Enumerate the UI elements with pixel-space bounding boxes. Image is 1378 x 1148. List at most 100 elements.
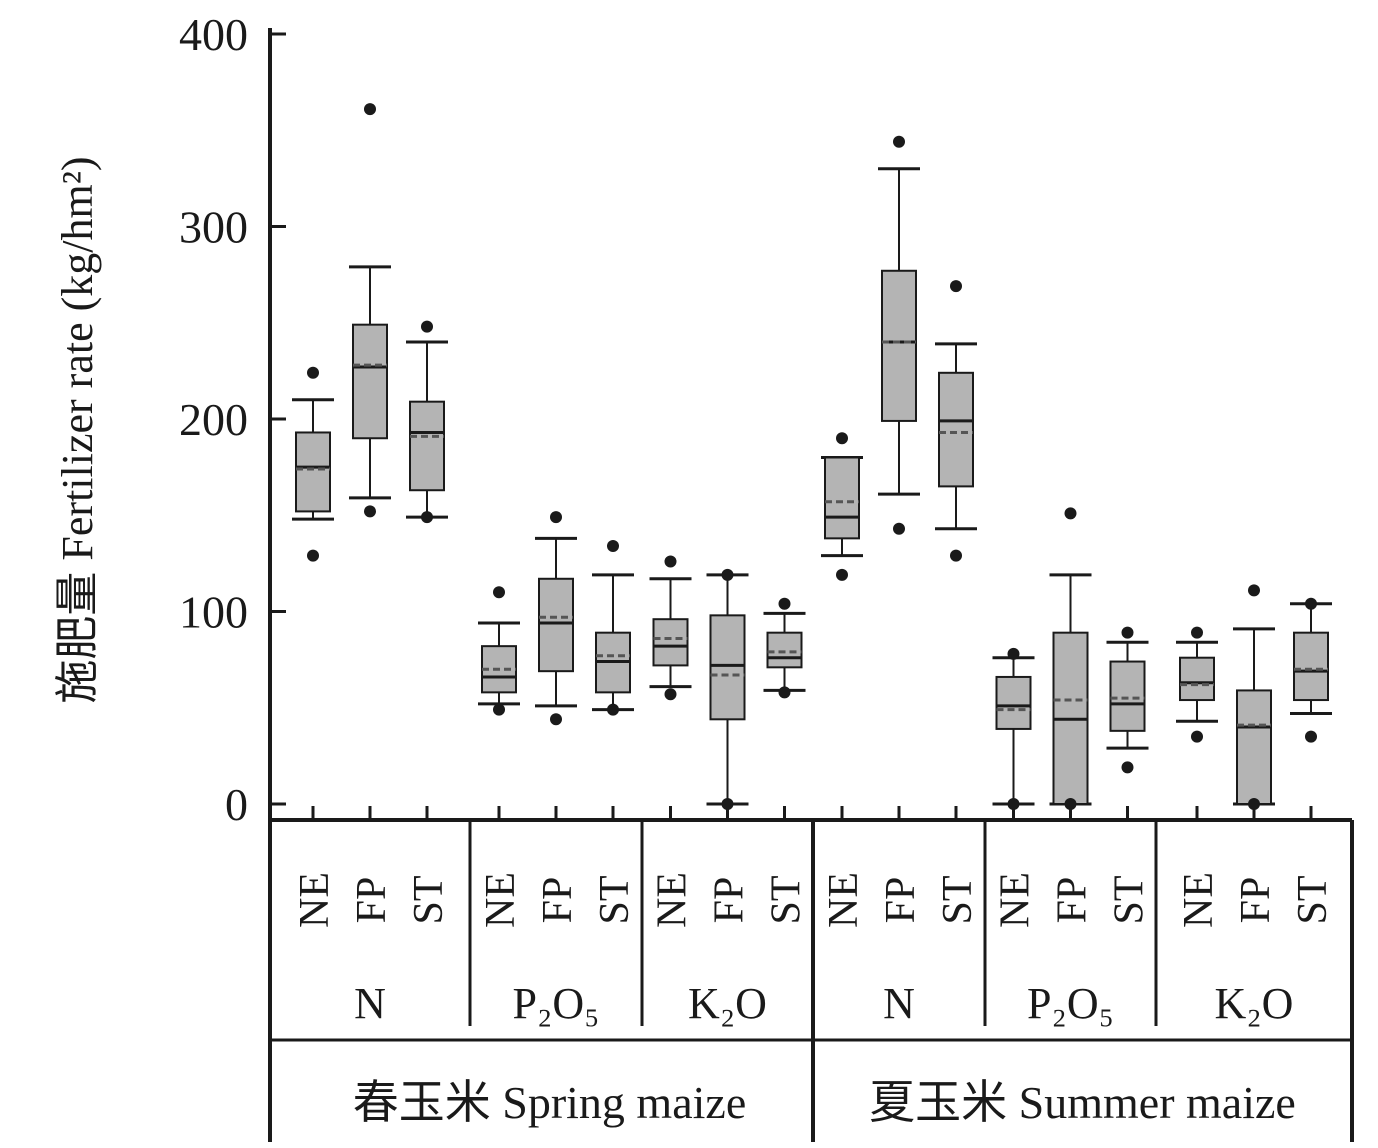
- box-ne: [992, 647, 1035, 820]
- y-tick-label: 400: [179, 9, 248, 60]
- y-tick-label: 300: [179, 202, 248, 253]
- outlier-point: [836, 568, 848, 581]
- category-label: FP: [535, 877, 581, 924]
- box-fp: [349, 103, 391, 820]
- outlier-point: [721, 568, 734, 581]
- box-fp: [706, 568, 749, 820]
- outlier-point: [364, 505, 376, 518]
- axes: [268, 28, 1354, 1142]
- iqr-box: [766, 631, 803, 669]
- box-st: [592, 540, 634, 820]
- outlier-point: [1248, 584, 1260, 597]
- outlier-point: [1007, 647, 1020, 660]
- box-ne: [1176, 626, 1218, 820]
- box-fp: [1233, 584, 1275, 820]
- category-label: FP: [1050, 877, 1096, 924]
- season-label: 春玉米 Spring maize: [353, 1077, 747, 1128]
- nutrient-label: K₂O: [1215, 979, 1294, 1028]
- category-label: FP: [707, 877, 753, 924]
- outlier-point: [550, 511, 562, 524]
- iqr-box: [881, 269, 917, 422]
- outlier-point: [1191, 730, 1203, 743]
- box-st: [763, 597, 806, 820]
- y-axis-title: 施肥量 Fertilizer rate (kg/hm²): [53, 156, 102, 703]
- y-axis-ticks: 0 100 200 300 400: [179, 9, 286, 830]
- outlier-point: [493, 703, 505, 716]
- box-fp: [878, 135, 920, 820]
- iqr-box: [409, 400, 445, 492]
- outlier-point: [607, 540, 619, 553]
- nutrient-label: P₂O₅: [1027, 979, 1114, 1028]
- nutrient-label: P₂O₅: [513, 979, 600, 1028]
- box-st: [406, 320, 448, 820]
- category-label: NE: [993, 872, 1039, 928]
- box-st: [1290, 597, 1332, 820]
- category-label: FP: [1233, 877, 1279, 924]
- iqr-box: [709, 614, 746, 721]
- outlier-point: [607, 703, 619, 716]
- outlier-point: [778, 686, 791, 699]
- outlier-point: [893, 135, 905, 148]
- outlier-point: [950, 549, 962, 562]
- outlier-point: [307, 549, 319, 562]
- box-ne: [821, 432, 863, 820]
- y-tick-label: 100: [179, 587, 248, 638]
- category-label: FP: [349, 877, 395, 924]
- iqr-box: [538, 577, 574, 673]
- category-label: ST: [592, 875, 638, 924]
- outlier-point: [1305, 597, 1317, 610]
- outlier-point: [1121, 761, 1134, 774]
- outlier-point: [664, 555, 677, 568]
- category-label: ST: [406, 875, 452, 924]
- box-st: [1106, 626, 1149, 820]
- outlier-point: [1191, 626, 1203, 639]
- iqr-box: [938, 371, 974, 488]
- nutrient-label: N: [354, 979, 386, 1028]
- category-label: NE: [478, 872, 524, 928]
- outlier-point: [836, 432, 848, 445]
- outlier-point: [664, 688, 677, 701]
- nutrient-label: K₂O: [688, 979, 767, 1028]
- outlier-point: [550, 713, 562, 726]
- iqr-box: [352, 323, 388, 440]
- outlier-point: [1064, 798, 1077, 810]
- box-fp: [1049, 507, 1092, 820]
- outlier-point: [1121, 626, 1134, 639]
- iqr-box: [1179, 656, 1215, 702]
- outlier-point: [1064, 507, 1077, 520]
- box-fp: [535, 511, 577, 820]
- season-label: 夏玉米 Summer maize: [869, 1077, 1296, 1128]
- outlier-point: [1305, 730, 1317, 743]
- outlier-point: [421, 320, 433, 333]
- outlier-point: [307, 366, 319, 379]
- outlier-point: [364, 103, 376, 116]
- iqr-box: [1293, 631, 1329, 702]
- outlier-point: [721, 798, 734, 810]
- category-label: ST: [1107, 875, 1153, 924]
- nutrient-label: N: [883, 979, 915, 1028]
- box-ne: [292, 366, 334, 820]
- outlier-point: [1248, 798, 1260, 810]
- category-label: ST: [1290, 875, 1336, 924]
- y-tick-label: 200: [179, 394, 248, 445]
- category-label: NE: [1176, 872, 1222, 928]
- outlier-point: [893, 522, 905, 535]
- box-ne: [649, 555, 692, 820]
- y-tick-label: 0: [225, 779, 248, 830]
- iqr-box: [1236, 689, 1272, 805]
- box-st: [935, 280, 977, 820]
- category-label: FP: [878, 877, 924, 924]
- outlier-point: [421, 511, 433, 524]
- category-label: ST: [935, 875, 981, 924]
- outlier-point: [1007, 798, 1020, 810]
- iqr-box: [295, 431, 331, 513]
- category-label: NE: [650, 872, 696, 928]
- boxes-layer: [292, 103, 1332, 820]
- iqr-box: [995, 675, 1032, 730]
- outlier-point: [778, 597, 791, 610]
- category-label: ST: [764, 875, 810, 924]
- iqr-box: [1109, 660, 1146, 732]
- iqr-box: [824, 456, 860, 540]
